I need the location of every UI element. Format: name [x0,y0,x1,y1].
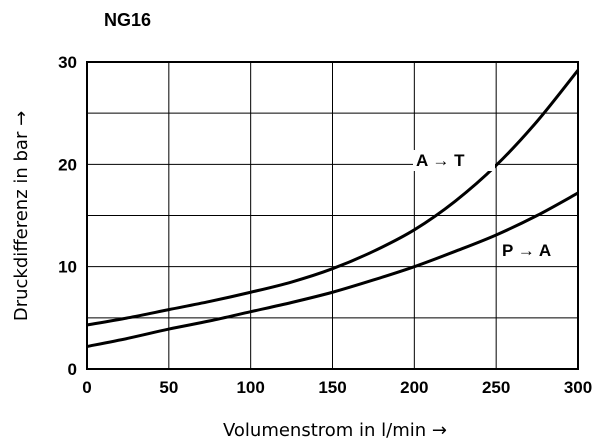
x-tick-label: 250 [482,378,510,397]
x-tick-label: 50 [159,378,178,397]
y-tick-label: 10 [58,258,77,277]
series-group [86,69,580,348]
series-line-p-to-a [86,191,579,348]
series-label-p-to-a: P → A [502,241,551,260]
y-tick-label: 20 [58,155,77,174]
series-label-background [499,240,569,261]
x-tick-label: 0 [82,378,91,397]
x-tick-label: 200 [400,378,428,397]
grid-lines [86,61,579,370]
x-axis-label: Volumenstrom in l/min → [223,420,447,441]
series-label-a-to-t: A → T [416,151,465,170]
y-axis-label: Druckdifferenz in bar → [11,111,32,321]
x-tick-label: 150 [318,378,346,397]
y-tick-label: 0 [68,360,77,379]
y-tick-label: 30 [58,53,77,72]
series-label-background [413,150,495,171]
series-line-a-to-t [86,69,580,327]
x-tick-label: 300 [564,378,592,397]
chart-title: NG16 [104,10,151,30]
series-labels: A → T P → A [413,150,569,261]
x-tick-label: 100 [236,378,264,397]
plot-frame [86,61,579,370]
tick-labels: 0 50 100 150 200 250 300 0 10 20 30 [58,53,592,397]
